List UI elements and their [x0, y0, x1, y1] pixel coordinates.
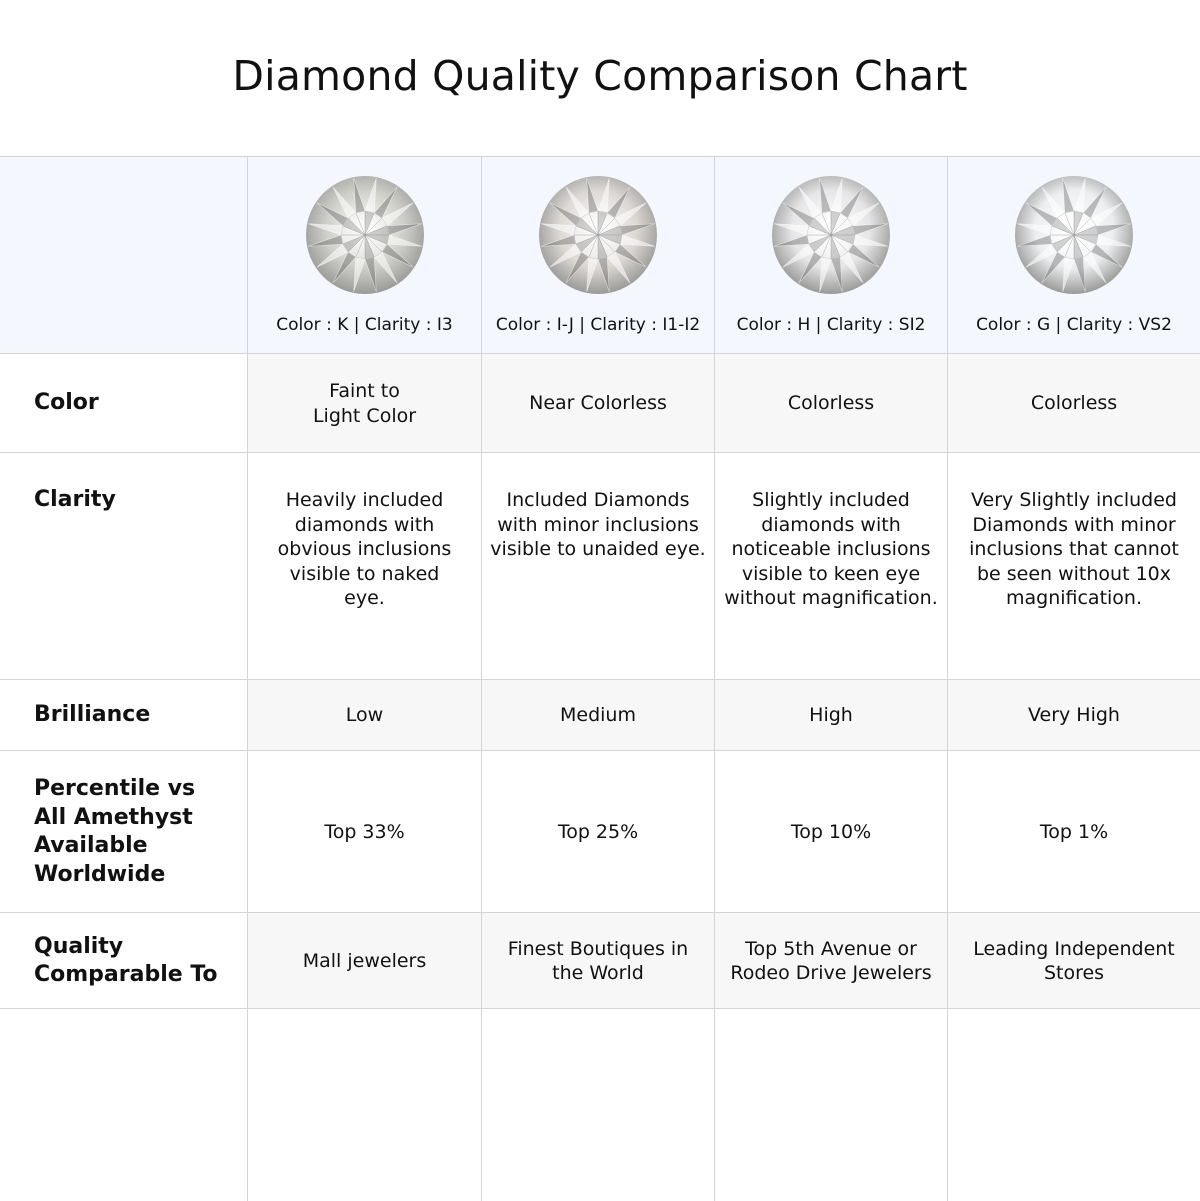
table-cell: Near Colorless: [481, 354, 714, 453]
table-cell: High: [714, 680, 947, 751]
diamond-column-4: Color : G | Clarity : VS2: [947, 157, 1200, 354]
empty-cell: [947, 1009, 1200, 1201]
table-cell: Very Slightly included Diamonds with min…: [947, 453, 1200, 680]
header-row: Color : K | Clarity : I3 Color : I-J | C…: [0, 156, 1200, 354]
row-label: Clarity: [34, 487, 116, 512]
table-cell: Mall jewelers: [247, 913, 481, 1009]
table-cell: Colorless: [947, 354, 1200, 453]
diamond-caption: Color : I-J | Clarity : I1-I2: [495, 315, 701, 335]
diamond-image: [1015, 176, 1133, 294]
row-brilliance: Brilliance Low Medium High Very High: [0, 679, 1200, 751]
row-quality-comparable: Quality Comparable To Mall jewelers Fine…: [0, 912, 1200, 1009]
diamond-caption: Color : G | Clarity : VS2: [976, 315, 1172, 335]
table-cell: Slightly included diamonds with noticeab…: [714, 453, 947, 680]
table-cell: Top 33%: [247, 751, 481, 913]
diamond-image: [539, 176, 657, 294]
table-cell: Top 10%: [714, 751, 947, 913]
table-cell: Finest Boutiques in the World: [481, 913, 714, 1009]
header-label-empty: [0, 157, 247, 354]
empty-cell: [247, 1009, 481, 1201]
diamond-image: [772, 176, 890, 294]
row-label: Brilliance: [34, 702, 151, 728]
row-clarity: Clarity Heavily included diamonds with o…: [0, 452, 1200, 680]
diamond-image: [305, 176, 424, 294]
empty-row: [0, 1008, 1200, 1201]
row-label: Percentile vs All Amethyst Available Wor…: [34, 776, 196, 887]
table-cell: Included Diamonds with minor inclusions …: [481, 453, 714, 680]
table-cell: Low: [247, 680, 481, 751]
table-cell: Medium: [481, 680, 714, 751]
empty-cell: [714, 1009, 947, 1201]
table-cell: Very High: [947, 680, 1200, 751]
table-cell: Leading Independent Stores: [947, 913, 1200, 1009]
table-cell: Colorless: [714, 354, 947, 453]
comparison-table: Color : K | Clarity : I3 Color : I-J | C…: [0, 156, 1200, 1201]
table-cell: Top 5th Avenue or Rodeo Drive Jewelers: [714, 913, 947, 1009]
table-cell: Top 1%: [947, 751, 1200, 913]
diamond-column-1: Color : K | Clarity : I3: [247, 157, 481, 354]
table-cell: Heavily included diamonds with obvious i…: [247, 453, 481, 680]
table-cell: Top 25%: [481, 751, 714, 913]
diamond-column-2: Color : I-J | Clarity : I1-I2: [481, 157, 714, 354]
row-percentile: Percentile vs All Amethyst Available Wor…: [0, 750, 1200, 913]
row-label: Quality Comparable To: [34, 933, 218, 988]
diamond-caption: Color : K | Clarity : I3: [276, 315, 453, 335]
page-title: Diamond Quality Comparison Chart: [232, 52, 968, 100]
diamond-caption: Color : H | Clarity : SI2: [736, 315, 926, 335]
table-cell: Faint to Light Color: [247, 354, 481, 453]
empty-cell: [481, 1009, 714, 1201]
diamond-column-3: Color : H | Clarity : SI2: [714, 157, 947, 354]
row-label: Color: [34, 390, 99, 416]
row-color: Color Faint to Light Color Near Colorles…: [0, 353, 1200, 453]
